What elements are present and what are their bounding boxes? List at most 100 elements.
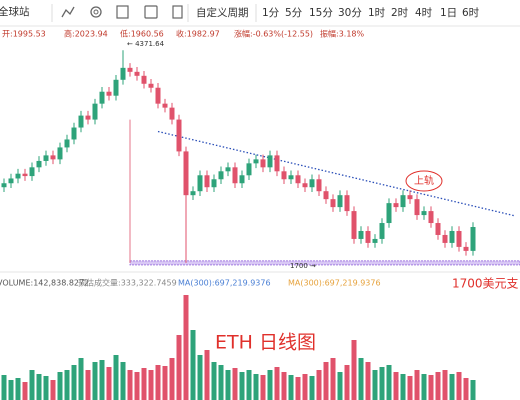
candle-body — [134, 71, 140, 76]
volume-bar — [71, 365, 77, 400]
candle-body — [246, 163, 252, 176]
candle-body — [204, 175, 210, 188]
candle-body — [50, 155, 56, 160]
candle-body — [323, 191, 329, 200]
candle-body — [407, 195, 413, 200]
candle-body — [281, 171, 287, 180]
volume-bar — [8, 380, 14, 400]
volume-bar — [428, 375, 434, 400]
period-button[interactable]: 1日 — [440, 7, 457, 19]
volume-bar — [85, 370, 91, 400]
candle-body — [309, 179, 315, 188]
candle-body — [295, 175, 301, 184]
candle-body — [288, 175, 294, 180]
candle-body — [1, 183, 7, 188]
candle-body — [393, 203, 399, 208]
period-button[interactable]: 5分 — [285, 7, 303, 19]
candle-body — [253, 159, 259, 164]
volume-bar — [190, 330, 196, 400]
candle-body — [428, 211, 434, 224]
indicator-icon[interactable] — [61, 6, 75, 18]
volume-bar — [134, 372, 140, 400]
image-icon[interactable] — [144, 5, 158, 19]
period-button[interactable]: 15分 — [309, 7, 333, 19]
volume-bar — [253, 374, 259, 400]
period-button[interactable]: 1时 — [368, 7, 386, 19]
settings-icon[interactable] — [90, 6, 102, 18]
candle-body — [148, 83, 154, 88]
volume-bar — [407, 376, 413, 400]
volume-bar — [64, 370, 70, 400]
volume-bar — [309, 376, 315, 400]
volume-bar — [274, 367, 280, 400]
volume-bar — [358, 358, 364, 400]
candle-body — [435, 223, 441, 235]
volume-bar — [176, 335, 182, 400]
candle-body — [99, 91, 105, 104]
custom-period[interactable]: 自定义周期 — [196, 6, 249, 19]
volume-header-item: VOLUME:142,838.8272 — [0, 279, 89, 288]
volume-bar — [344, 365, 350, 400]
peak-label: ← 4371.64 — [127, 40, 165, 48]
volume-bar — [260, 375, 266, 400]
candle-body — [155, 87, 161, 104]
volume-bar — [351, 340, 357, 400]
support-band — [129, 260, 520, 266]
volume-bar — [295, 377, 301, 400]
candle-body — [351, 211, 357, 239]
site-label[interactable]: 全球站 — [0, 5, 30, 18]
layout-icon[interactable] — [116, 5, 129, 19]
volume-bar — [281, 372, 287, 400]
volume-bar — [169, 358, 175, 400]
candle-body — [113, 79, 119, 96]
volume-bar — [92, 362, 98, 400]
chart-title: ETH 日线图 — [215, 332, 316, 354]
volume-bar — [337, 372, 343, 400]
candle-body — [456, 230, 462, 247]
fullscreen-icon[interactable] — [172, 5, 183, 19]
volume-bar — [232, 368, 238, 400]
period-button[interactable]: 1分 — [262, 7, 280, 19]
info-item: 收:1982.97 — [176, 29, 220, 39]
candle-body — [463, 246, 469, 251]
candle-body — [183, 151, 189, 196]
trendline — [157, 130, 516, 217]
volume-bar — [365, 362, 371, 400]
volume-bar — [323, 362, 329, 400]
candle-body — [127, 67, 133, 72]
period-button[interactable]: 30分 — [338, 7, 362, 19]
resistance-label: 上轨 — [414, 174, 434, 187]
period-button[interactable]: 4时 — [415, 7, 433, 19]
volume-bar — [316, 370, 322, 400]
volume-bar — [400, 374, 406, 400]
candle-body — [449, 230, 455, 243]
candle-body — [85, 115, 91, 120]
volume-bar — [127, 370, 133, 400]
candle-body — [225, 167, 231, 172]
resistance-circle — [405, 170, 443, 192]
candle-body — [57, 147, 63, 160]
candle-body — [274, 155, 280, 172]
period-button[interactable]: 2时 — [391, 7, 409, 19]
volume-bar — [379, 367, 385, 400]
candle-body — [106, 91, 112, 96]
candle-body — [365, 230, 371, 243]
candle-body — [92, 103, 98, 120]
candle-body — [239, 175, 245, 184]
volume-bar — [267, 370, 273, 400]
volume-bar — [239, 372, 245, 400]
info-item: 开:1995.53 — [2, 30, 46, 39]
candle-body — [316, 179, 322, 192]
candle-body — [372, 238, 378, 243]
candle-body — [190, 191, 196, 196]
volume-bar — [22, 382, 28, 400]
volume-bar — [43, 376, 49, 400]
candle-body — [330, 199, 336, 208]
volume-bar — [442, 370, 448, 400]
candle-body — [197, 175, 203, 192]
volume-bar — [113, 355, 119, 400]
period-button[interactable]: 6时 — [462, 7, 480, 19]
volume-bar — [50, 380, 56, 400]
candle-body — [260, 159, 266, 168]
